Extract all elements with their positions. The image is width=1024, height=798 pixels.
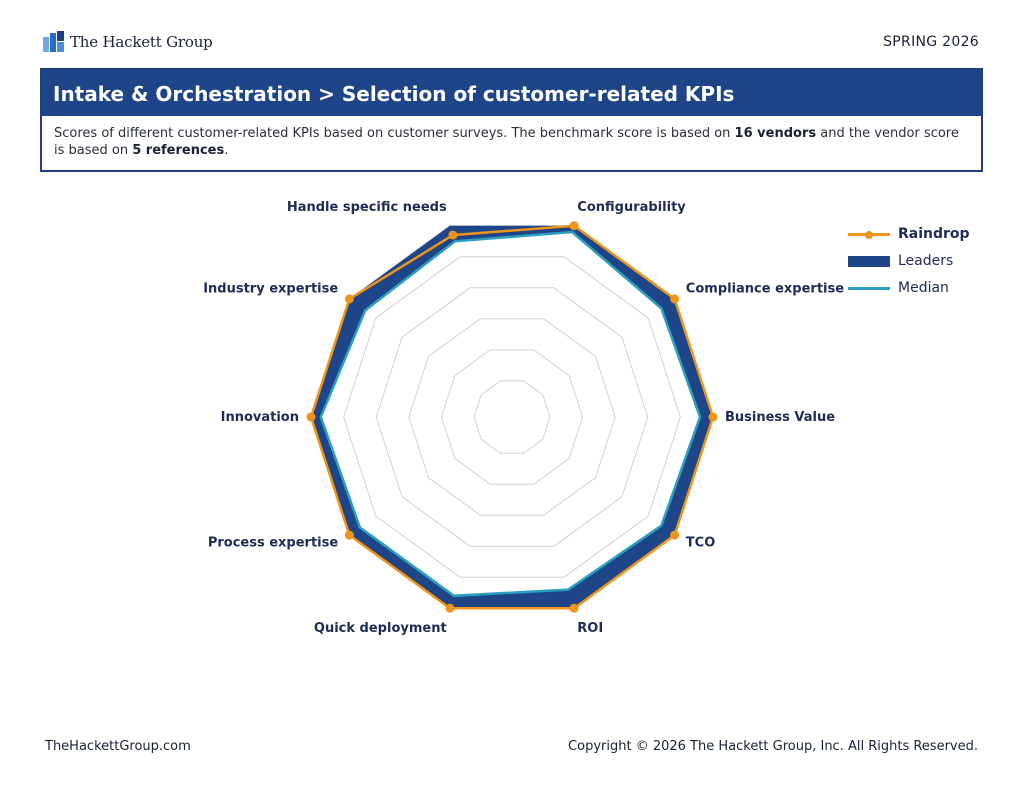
- raindrop-point: [569, 221, 579, 231]
- leaders-fill-icon: [848, 254, 890, 268]
- legend-item-median: Median: [848, 274, 970, 301]
- reference-count: 5 references: [132, 143, 225, 158]
- description-text-2: and the vendor score is based on: [54, 126, 959, 158]
- footer-copyright: Copyright © 2026 The Hackett Group, Inc.…: [568, 739, 978, 754]
- axis-label: Compliance expertise: [686, 282, 844, 297]
- axis-label: ROI: [577, 621, 603, 636]
- axis-label: Configurability: [577, 200, 686, 215]
- grid-ring: [473, 380, 551, 454]
- axis-label: TCO: [686, 536, 715, 551]
- raindrop-point: [569, 603, 579, 613]
- median-line-icon: [848, 281, 890, 295]
- axis-label: Innovation: [221, 410, 299, 425]
- raindrop-point: [306, 412, 316, 422]
- grid-ring: [343, 256, 681, 578]
- grid-ring: [375, 287, 649, 547]
- axis-label: Quick deployment: [314, 621, 447, 636]
- legend-item-leaders: Leaders: [848, 247, 970, 274]
- edition-label: SPRING 2026: [883, 34, 979, 50]
- axis-label: Handle specific needs: [287, 200, 447, 215]
- company-name: The Hackett Group: [70, 32, 213, 51]
- raindrop-point: [344, 294, 354, 304]
- company-logo: The Hackett Group: [43, 31, 213, 52]
- legend-label: Median: [898, 279, 949, 296]
- description-text-3: .: [224, 143, 229, 158]
- axis-label: Industry expertise: [203, 282, 338, 297]
- raindrop-point: [344, 530, 354, 540]
- legend-label: Leaders: [898, 252, 954, 269]
- legend-label: Raindrop: [898, 225, 970, 242]
- legend-item-raindrop: Raindrop: [848, 220, 970, 247]
- raindrop-point: [708, 412, 718, 422]
- median-series-line: [319, 230, 702, 598]
- radar-chart: Configurability Compliance expertise Busin…: [203, 200, 844, 636]
- page-description: Scores of different customer-related KPI…: [42, 116, 981, 159]
- grid-ring: [408, 318, 616, 516]
- description-text-1: Scores of different customer-related KPI…: [54, 126, 735, 141]
- raindrop-point: [448, 230, 458, 240]
- vendor-count: 16 vendors: [734, 126, 817, 141]
- axis-label: Business Value: [725, 410, 835, 425]
- page-title: Intake & Orchestration > Selection of cu…: [42, 70, 981, 116]
- title-banner: Intake & Orchestration > Selection of cu…: [40, 68, 983, 172]
- axis-label: Process expertise: [208, 536, 339, 551]
- hackett-logo-icon: [43, 31, 64, 52]
- raindrop-point: [670, 530, 680, 540]
- raindrop-point: [445, 603, 455, 613]
- chart-legend: Raindrop Leaders Median: [848, 220, 970, 301]
- footer-website: TheHackettGroup.com: [45, 739, 191, 754]
- grid-ring: [440, 349, 584, 485]
- raindrop-point: [670, 294, 680, 304]
- raindrop-line-icon: [848, 227, 890, 241]
